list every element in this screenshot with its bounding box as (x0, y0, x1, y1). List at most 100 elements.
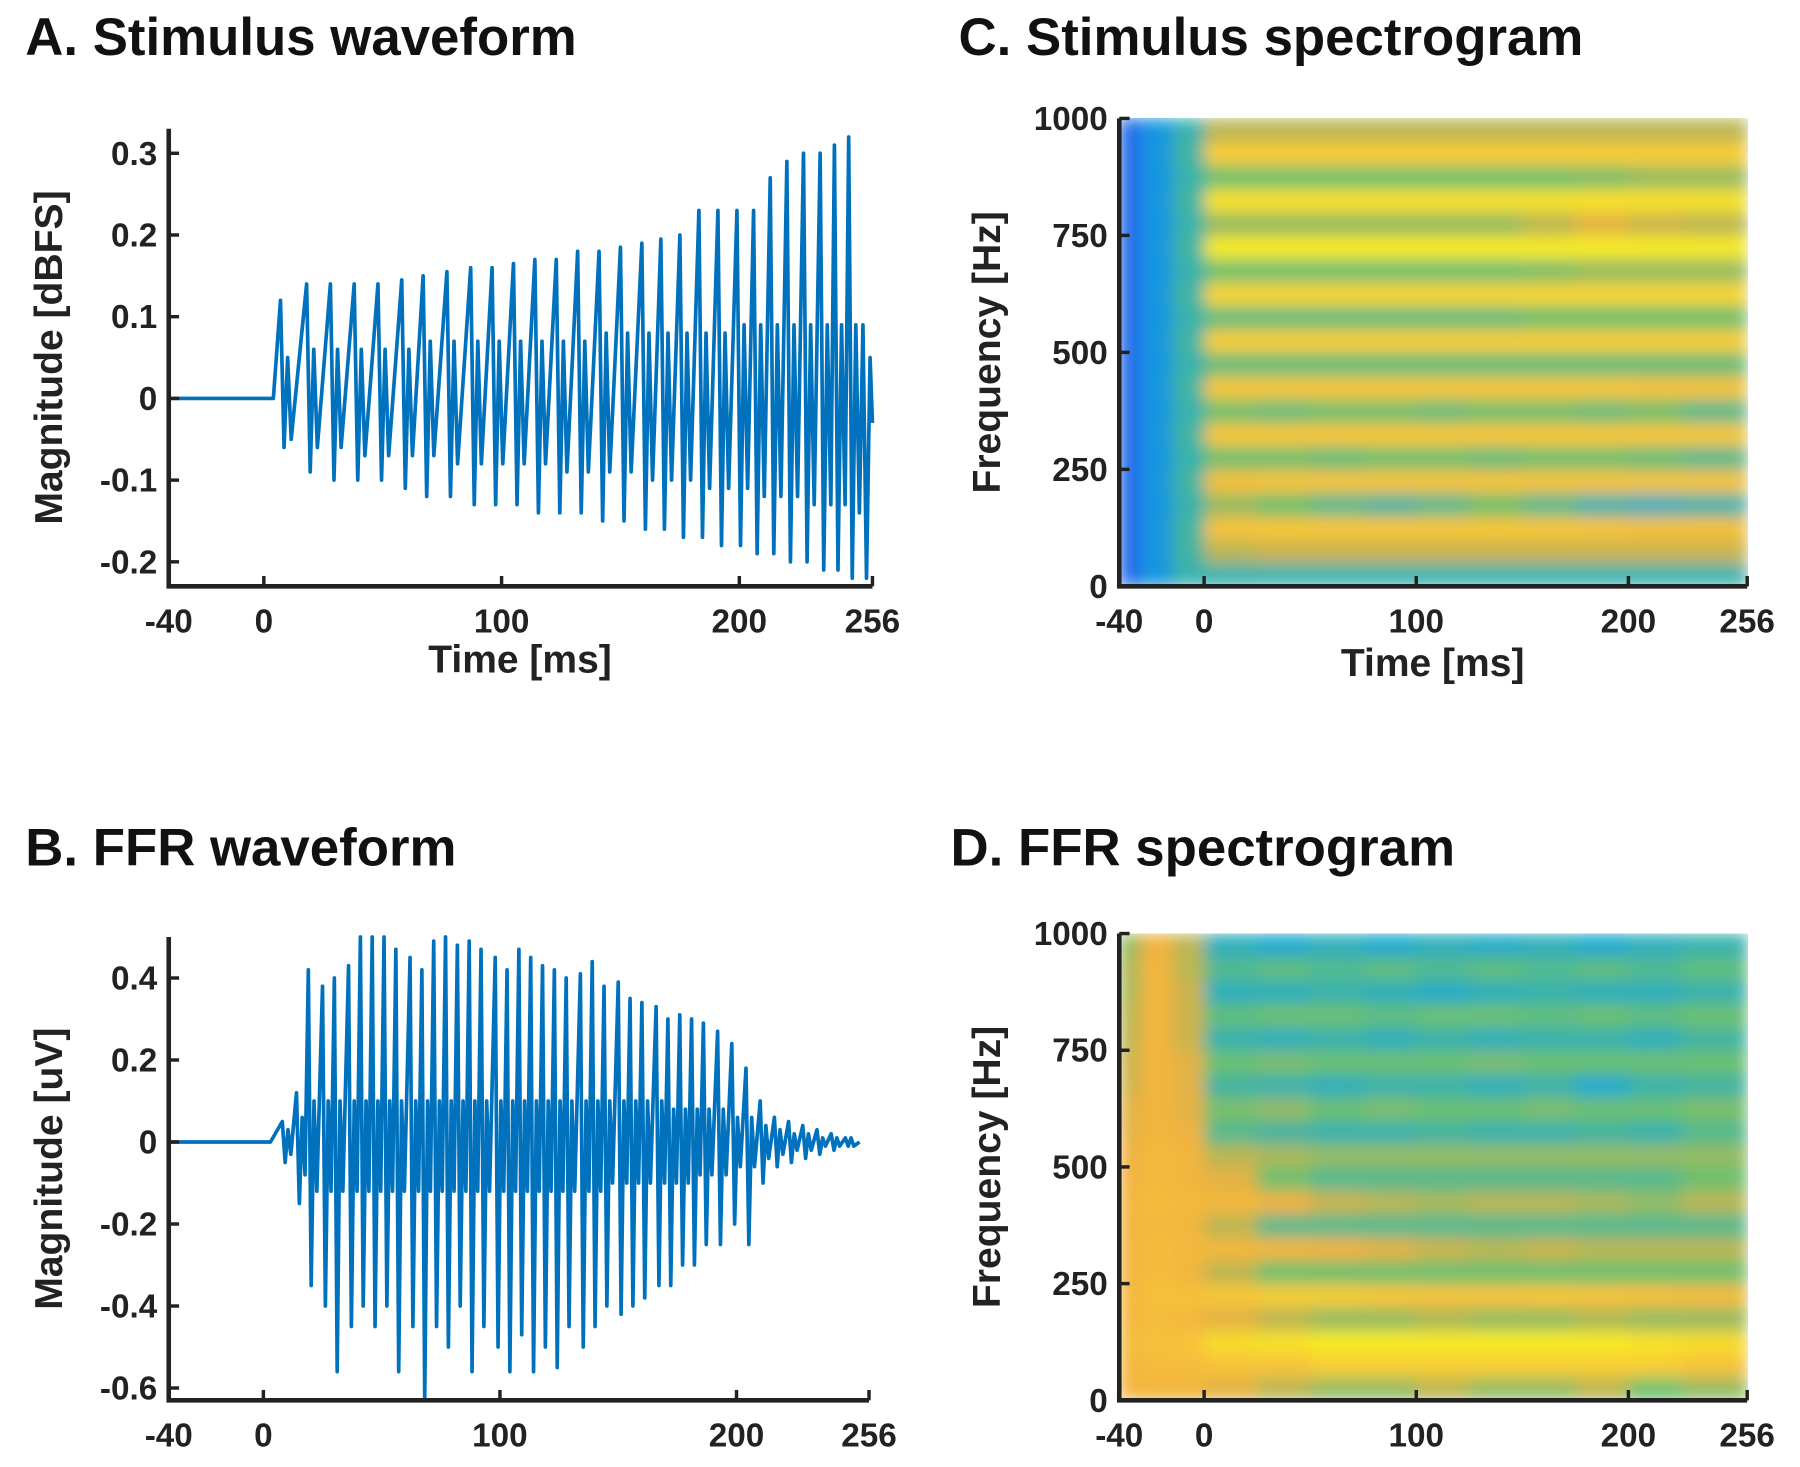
spectrogram-cell (1628, 1283, 1683, 1308)
spectrogram-cell (1575, 933, 1629, 958)
spectrogram-cell (1310, 165, 1364, 190)
spectrogram-cell (1363, 980, 1417, 1005)
spectrogram-cell (1575, 980, 1629, 1005)
spectrogram-cell (1628, 235, 1683, 260)
spectrogram-cell (1310, 1003, 1364, 1028)
spectrogram-cell (1575, 188, 1629, 213)
spectrogram-cell (1119, 516, 1142, 541)
y-tick-label: 0.1 (111, 299, 157, 336)
spectrogram-cell (1140, 1190, 1173, 1215)
spectrogram-cell (1681, 1143, 1748, 1168)
spectrogram-cell (1204, 1003, 1258, 1028)
spectrogram-cell (1140, 933, 1173, 958)
spectrogram-cell (1363, 1213, 1417, 1238)
spectrogram-cell (1628, 1353, 1683, 1378)
x-axis-label: Time [ms] (428, 639, 612, 682)
spectrogram-cell (1681, 118, 1748, 143)
spectrogram-cell (1172, 282, 1205, 307)
spectrogram-cell (1575, 1260, 1629, 1285)
spectrogram-cell (1119, 352, 1142, 377)
spectrogram-cell (1119, 1260, 1142, 1285)
spectrogram-cell (1681, 375, 1748, 400)
spectrogram-cell (1257, 328, 1311, 353)
spectrogram-cell (1363, 165, 1417, 190)
spectrogram-cell (1575, 1353, 1629, 1378)
x-tick-label: -40 (145, 1417, 193, 1454)
spectrogram-cell (1363, 1353, 1417, 1378)
spectrogram-cell (1172, 933, 1205, 958)
spectrogram-cell (1416, 258, 1470, 283)
spectrogram-cell (1257, 399, 1311, 424)
spectrogram-cell (1363, 492, 1417, 517)
spectrogram-cell (1628, 1376, 1683, 1401)
spectrogram-cell (1172, 445, 1205, 470)
spectrogram-cell (1119, 141, 1142, 166)
spectrogram-cell (1140, 282, 1173, 307)
y-tick-label: 500 (1052, 1149, 1108, 1186)
spectrogram-cell (1257, 539, 1311, 564)
spectrogram-cell (1310, 282, 1364, 307)
x-axis-label: Time [ms] (1341, 642, 1525, 685)
spectrogram-cell (1119, 1096, 1142, 1121)
spectrogram-cell (1522, 1213, 1576, 1238)
spectrogram-cell (1363, 539, 1417, 564)
spectrogram-cell (1628, 328, 1683, 353)
spectrogram-cell (1681, 1026, 1748, 1051)
spectrogram-cell (1469, 258, 1523, 283)
spectrogram-cell (1204, 956, 1258, 981)
spectrogram (1119, 118, 1748, 587)
spectrogram-cell (1522, 328, 1576, 353)
spectrogram-cell (1681, 328, 1748, 353)
spectrogram-cell (1204, 980, 1258, 1005)
spectrogram-cell (1257, 469, 1311, 494)
y-tick-label: 0 (1089, 1383, 1108, 1420)
panel-title: D. FFR spectrogram (951, 819, 1456, 878)
spectrogram-cell (1257, 1236, 1311, 1261)
spectrogram-cell (1363, 422, 1417, 447)
spectrogram-cell (1628, 1306, 1683, 1331)
spectrogram-cell (1257, 1096, 1311, 1121)
spectrogram-cell (1310, 933, 1364, 958)
spectrogram-cell (1575, 492, 1629, 517)
spectrogram-cell (1310, 1236, 1364, 1261)
spectrogram-cell (1204, 1096, 1258, 1121)
spectrogram-cell (1628, 1003, 1683, 1028)
spectrogram-cell (1172, 1190, 1205, 1215)
spectrogram-cell (1119, 118, 1142, 143)
spectrogram-cell (1172, 375, 1205, 400)
spectrogram-cell (1416, 1096, 1470, 1121)
spectrogram-cell (1363, 1330, 1417, 1355)
spectrogram-cell (1681, 980, 1748, 1005)
spectrogram-cell (1469, 118, 1523, 143)
spectrogram-cell (1628, 1213, 1683, 1238)
spectrogram-cell (1310, 1330, 1364, 1355)
spectrogram-cell (1575, 141, 1629, 166)
spectrogram-cell (1310, 1213, 1364, 1238)
spectrogram-cell (1575, 352, 1629, 377)
spectrogram-cell (1681, 352, 1748, 377)
spectrogram-cell (1257, 956, 1311, 981)
spectrogram-cell (1575, 1120, 1629, 1145)
spectrogram-cell (1363, 118, 1417, 143)
spectrogram-cell (1522, 1376, 1576, 1401)
spectrogram-cell (1119, 188, 1142, 213)
spectrogram-cell (1522, 445, 1576, 470)
spectrogram-cell (1363, 1050, 1417, 1075)
spectrogram-cell (1522, 980, 1576, 1005)
spectrogram-cell (1575, 1213, 1629, 1238)
y-tick-label: -0.1 (100, 463, 157, 500)
spectrogram-cell (1416, 282, 1470, 307)
spectrogram-cell (1257, 1260, 1311, 1285)
spectrogram-cell (1575, 1190, 1629, 1215)
spectrogram-cell (1628, 118, 1683, 143)
spectrogram-cell (1416, 328, 1470, 353)
spectrogram-cell (1681, 282, 1748, 307)
spectrogram-cell (1204, 305, 1258, 330)
spectrogram-cell (1628, 422, 1683, 447)
spectrogram-cell (1140, 188, 1173, 213)
spectrogram-cell (1416, 933, 1470, 958)
spectrogram-cell (1469, 399, 1523, 424)
spectrogram-cell (1204, 188, 1258, 213)
spectrogram-cell (1522, 282, 1576, 307)
spectrogram-cell (1681, 305, 1748, 330)
